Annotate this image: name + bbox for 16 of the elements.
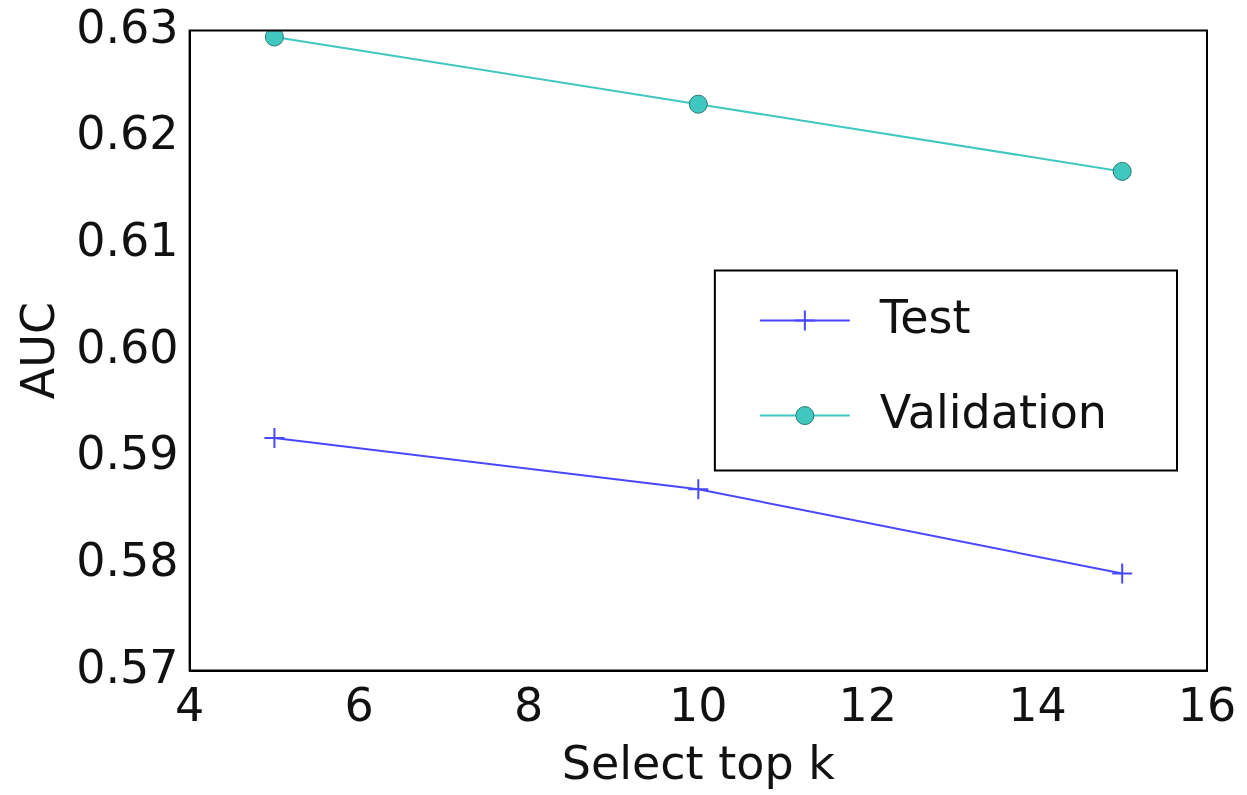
legend-label: Validation (879, 384, 1108, 439)
x-tick-label: 14 (1008, 678, 1067, 733)
y-tick-label: 0.60 (76, 319, 179, 374)
x-tick-label: 8 (514, 678, 544, 733)
x-tick-label: 10 (669, 678, 728, 733)
legend-label: Test (878, 289, 971, 344)
x-tick-label: 16 (1177, 678, 1237, 733)
x-tick-label: 12 (838, 678, 898, 733)
y-tick-label: 0.63 (76, 0, 179, 54)
x-tick-label: 6 (344, 678, 374, 733)
y-tick-label: 0.59 (76, 426, 179, 481)
y-tick-label: 0.58 (76, 532, 179, 587)
x-axis-title: Select top k (561, 736, 836, 791)
y-tick-label: 0.61 (76, 212, 179, 267)
y-tick-label: 0.62 (76, 106, 179, 161)
y-axis-title: AUC (10, 301, 65, 400)
